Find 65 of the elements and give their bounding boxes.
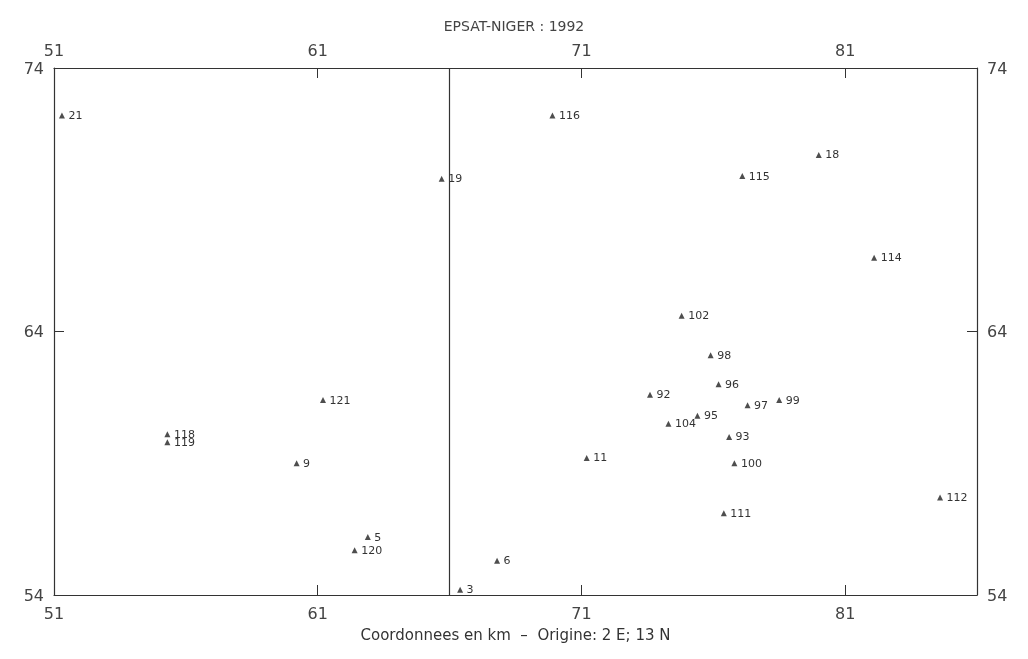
x2-tick-label: 51 <box>43 40 65 60</box>
annotation: 114 <box>880 251 902 265</box>
annotation: 98 <box>717 348 732 362</box>
annotation: 3 <box>466 583 474 597</box>
point <box>694 412 701 419</box>
y-tick-label: 74 <box>23 58 44 78</box>
point <box>364 534 371 541</box>
annotation: 102 <box>688 309 710 323</box>
annotation: 116 <box>558 108 580 122</box>
point <box>744 402 751 409</box>
annotation: 18 <box>825 148 840 162</box>
point <box>776 397 783 404</box>
point <box>293 460 300 467</box>
point <box>164 439 171 446</box>
x2-tick-label: 61 <box>307 40 328 60</box>
x-tick-label: 81 <box>834 603 856 623</box>
y-tick-label: 54 <box>23 585 44 605</box>
annotation: 120 <box>361 543 383 557</box>
annotation: 19 <box>448 172 463 186</box>
annotation: 115 <box>748 169 770 183</box>
x2-tick-label: 71 <box>571 40 592 60</box>
point <box>164 431 171 438</box>
annotation: 21 <box>68 108 83 122</box>
point <box>678 312 685 319</box>
point <box>739 173 746 180</box>
x-tick-label: 71 <box>571 603 592 623</box>
point <box>438 175 445 182</box>
point <box>731 460 738 467</box>
annotation: 100 <box>740 456 762 470</box>
annotation: 92 <box>656 388 671 402</box>
point <box>665 420 672 427</box>
annotation: 6 <box>503 554 511 568</box>
point <box>937 494 944 501</box>
y2-tick-label: 64 <box>987 322 1008 341</box>
x-tick-label: 51 <box>43 603 65 623</box>
annotation: 99 <box>785 393 800 407</box>
x2-tick-label: 81 <box>834 40 856 60</box>
annotation: 121 <box>329 393 351 407</box>
point <box>871 254 878 261</box>
annotation: 111 <box>730 506 752 520</box>
annotation: 11 <box>593 451 608 465</box>
point <box>319 397 326 404</box>
annotation: 5 <box>374 530 382 544</box>
annotation: 104 <box>674 417 696 431</box>
annotation: 97 <box>754 398 769 412</box>
chart-title: EPSAT-NIGER : 1992 <box>443 18 585 34</box>
point <box>351 547 358 554</box>
point <box>715 381 722 388</box>
annotation: 96 <box>725 377 740 391</box>
point <box>646 391 653 398</box>
annotation: 9 <box>303 456 311 470</box>
y2-tick-label: 54 <box>987 585 1008 605</box>
annotation: 93 <box>735 430 750 444</box>
point <box>707 352 714 359</box>
annotation: 112 <box>946 491 968 505</box>
point <box>494 557 501 564</box>
y2-tick-label: 74 <box>987 58 1008 78</box>
point <box>457 586 464 593</box>
point <box>726 433 733 440</box>
point <box>583 454 590 461</box>
x-axis-title: Coordonnees en km – Origine: 2 E; 13 N <box>360 625 671 644</box>
x-tick-label: 61 <box>307 603 328 623</box>
point <box>815 151 822 158</box>
annotation: 95 <box>703 409 718 423</box>
y-tick-label: 64 <box>23 322 44 341</box>
